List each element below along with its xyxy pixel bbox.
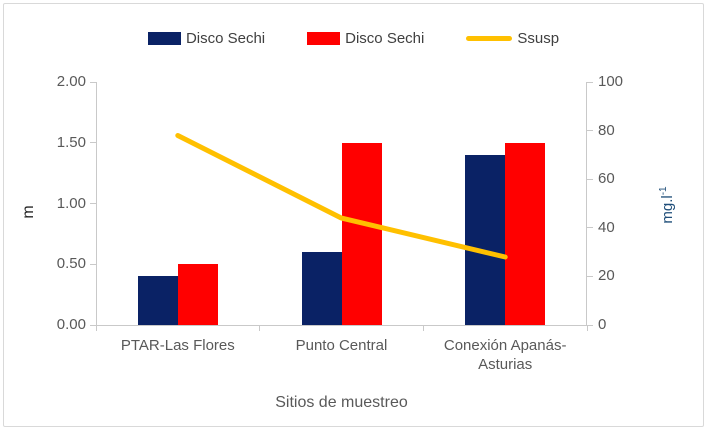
bar-disco-sechi-2-cat1	[177, 264, 218, 325]
right-axis-tick	[586, 130, 593, 132]
legend-item-ssusp: Ssusp	[466, 30, 559, 47]
right-axis-tick-label: 60	[598, 170, 615, 188]
x-axis-line	[96, 325, 587, 326]
bar-disco-sechi-1-cat2	[301, 252, 342, 325]
category-label: Conexión Apanás-Asturias	[443, 337, 567, 373]
right-axis-tick	[586, 324, 593, 326]
left-axis-tick-label: 0.00	[56, 316, 86, 333]
legend-swatch-red-rect	[307, 32, 341, 45]
bar-disco-sechi-1-cat1	[137, 276, 178, 325]
left-axis-tick-label: 1.50	[56, 133, 86, 151]
right-axis-tick-labels: 0 20 40 60 80 100	[598, 73, 698, 333]
legend-label: Ssusp	[517, 30, 560, 47]
left-axis-tick-label: 2.00	[56, 73, 86, 90]
category-label: Punto Central	[295, 337, 388, 354]
left-axis-tick-label: 0.50	[56, 255, 86, 273]
x-axis-tick	[259, 325, 261, 331]
legend-label: Disco Sechi	[345, 30, 425, 47]
x-axis-tick	[422, 325, 424, 331]
left-axis-tick	[90, 81, 96, 83]
bar-disco-sechi-2-cat3	[505, 142, 546, 325]
right-axis-line	[586, 82, 587, 326]
right-axis-tick	[586, 275, 593, 277]
left-axis-tick	[90, 203, 96, 204]
bar-disco-sechi-2-cat2	[341, 142, 382, 325]
right-axis-tick-label: 40	[598, 218, 615, 236]
plot-area	[90, 81, 593, 331]
legend-item-disco-sechi-blue: Disco Sechi	[147, 30, 266, 47]
legend-swatch-navy-rect	[147, 32, 181, 45]
category-label: PTAR-Las Flores	[120, 337, 235, 354]
legend-label: Disco Sechi	[185, 30, 266, 47]
right-axis-tick-label: 0	[598, 316, 607, 333]
legend: Disco Sechi Disco Sechi Ssusp	[0, 30, 707, 47]
legend-swatch-line	[466, 36, 513, 41]
right-axis-tick-label: 20	[598, 267, 615, 285]
left-axis-tick	[90, 324, 96, 326]
legend-item-disco-sechi-red: Disco Sechi	[307, 30, 424, 47]
right-axis-tick-label: 100	[598, 73, 624, 90]
bar-disco-sechi-1-cat3	[465, 154, 506, 325]
right-axis-tick	[586, 178, 593, 180]
left-axis-tick-label: 1.00	[56, 194, 86, 212]
right-axis-tick	[586, 227, 593, 229]
x-axis-tick	[586, 325, 588, 331]
ssusp-line-layer	[175, 133, 508, 260]
right-axis-tick-label: 80	[598, 121, 615, 139]
left-axis-tick	[90, 142, 96, 144]
left-axis-line	[96, 82, 97, 326]
right-axis-tick	[586, 81, 593, 83]
category-labels: PTAR-Las Flores Punto Central Conexión Apa…	[96, 336, 587, 376]
x-axis-tick	[95, 325, 97, 331]
x-axis-title: Sitios de muestreo	[275, 394, 408, 411]
ssusp-line	[175, 133, 508, 260]
left-axis-tick	[90, 263, 96, 265]
left-axis-tick-labels: 0.00 0.50 1.00 1.50 2.00	[0, 73, 86, 333]
